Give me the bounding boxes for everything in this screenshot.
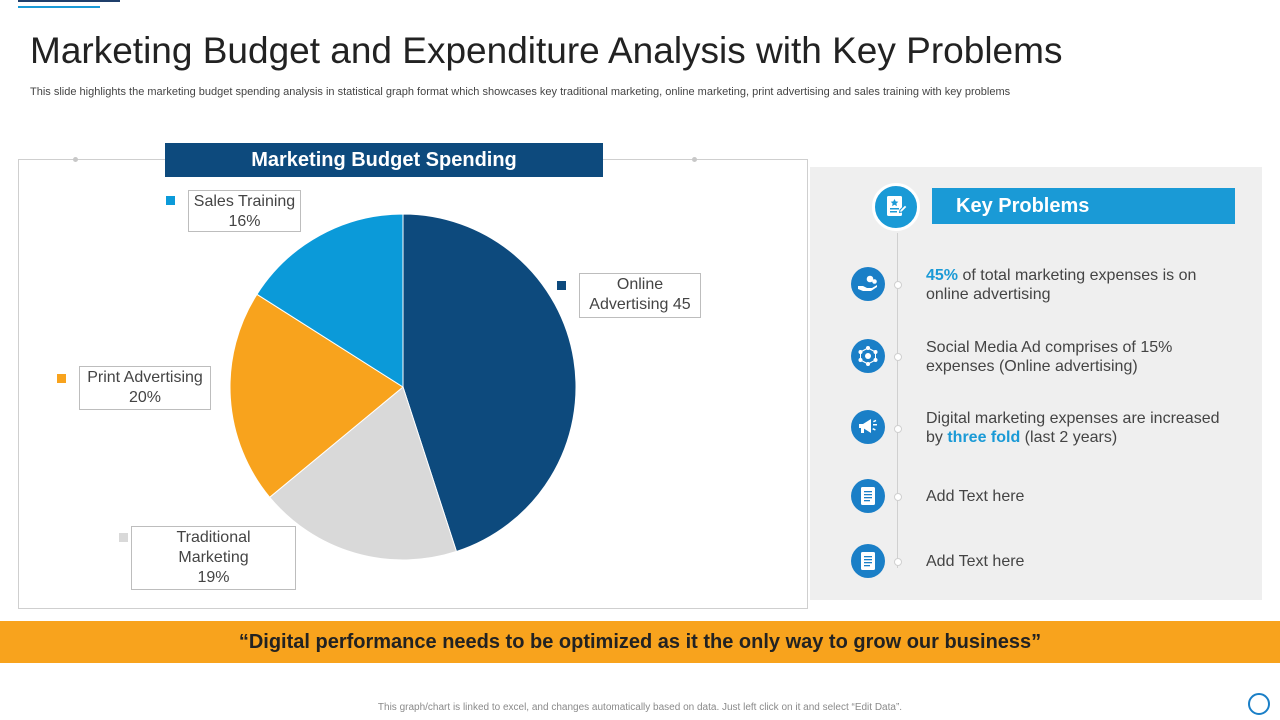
panel-dot bbox=[692, 157, 697, 162]
callout-label: Print Advertising bbox=[87, 369, 203, 386]
document-icon bbox=[851, 544, 885, 578]
corner-circle-icon bbox=[1248, 693, 1270, 715]
callout-print-advertising[interactable]: Print Advertising 20% bbox=[79, 366, 211, 410]
key-problems-heading: Key Problems bbox=[932, 188, 1235, 224]
pie-slice-sales-training[interactable] bbox=[256, 213, 404, 388]
timeline-line bbox=[897, 233, 898, 568]
key-problem-1: 45% of total marketing expenses is on on… bbox=[926, 266, 1226, 304]
timeline-dot bbox=[894, 281, 902, 289]
network-icon bbox=[851, 339, 885, 373]
callout-label-2: Marketing bbox=[178, 549, 249, 566]
callout-traditional-marketing[interactable]: Traditional Marketing 19% bbox=[131, 526, 296, 590]
footer-note: This graph/chart is linked to excel, and… bbox=[377, 702, 903, 713]
key-problem-text: of total marketing expenses is on online… bbox=[926, 267, 1197, 303]
timeline-dot bbox=[894, 493, 902, 501]
callout-value: Advertising 45 bbox=[589, 296, 691, 313]
highlight-text: three fold bbox=[947, 429, 1021, 446]
callout-label: Traditional bbox=[176, 529, 251, 546]
timeline-dot bbox=[894, 558, 902, 566]
key-problem-3: Digital marketing expenses are increased… bbox=[926, 409, 1226, 447]
page-subtitle: This slide highlights the marketing budg… bbox=[30, 86, 1011, 98]
legend-marker-print-advertising bbox=[57, 374, 66, 383]
megaphone-icon bbox=[851, 410, 885, 444]
page-title: Marketing Budget and Expenditure Analysi… bbox=[30, 30, 1063, 71]
top-accent-line-secondary bbox=[18, 6, 100, 8]
legend-marker-traditional-marketing bbox=[119, 533, 128, 542]
timeline-dot bbox=[894, 425, 902, 433]
key-problem-4: Add Text here bbox=[926, 488, 1025, 505]
quote-banner: “Digital performance needs to be optimiz… bbox=[0, 621, 1280, 663]
legend-marker-online-advertising bbox=[557, 281, 566, 290]
chart-title: Marketing Budget Spending bbox=[165, 143, 603, 177]
top-accent-line bbox=[18, 0, 120, 2]
key-problem-text: Digital marketing expenses are increased… bbox=[926, 410, 1220, 446]
key-problem-5: Add Text here bbox=[926, 553, 1025, 570]
timeline-dot bbox=[894, 353, 902, 361]
document-icon bbox=[851, 479, 885, 513]
certificate-icon bbox=[872, 183, 920, 231]
callout-sales-training[interactable]: Sales Training 16% bbox=[188, 190, 301, 232]
callout-online-advertising[interactable]: Online Advertising 45 bbox=[579, 273, 701, 318]
pie-slice-print-advertising[interactable] bbox=[229, 293, 404, 498]
callout-label: Online bbox=[616, 276, 664, 293]
legend-marker-sales-training bbox=[166, 196, 175, 205]
hand-money-icon bbox=[851, 267, 885, 301]
highlight-text: 45% bbox=[926, 267, 959, 284]
pie-slice-traditional-marketing[interactable] bbox=[268, 386, 458, 561]
callout-label: Sales Training bbox=[193, 193, 296, 210]
key-problems-panel bbox=[810, 167, 1262, 600]
key-problem-text-end: (last 2 years) bbox=[1020, 429, 1118, 446]
key-problem-2: Social Media Ad comprises of 15% expense… bbox=[926, 339, 1173, 375]
callout-value: 20% bbox=[128, 389, 162, 406]
pie-slice-online-advertising[interactable] bbox=[402, 213, 577, 553]
callout-value: 19% bbox=[197, 569, 230, 586]
panel-dot bbox=[73, 157, 78, 162]
callout-value: 16% bbox=[228, 213, 261, 230]
